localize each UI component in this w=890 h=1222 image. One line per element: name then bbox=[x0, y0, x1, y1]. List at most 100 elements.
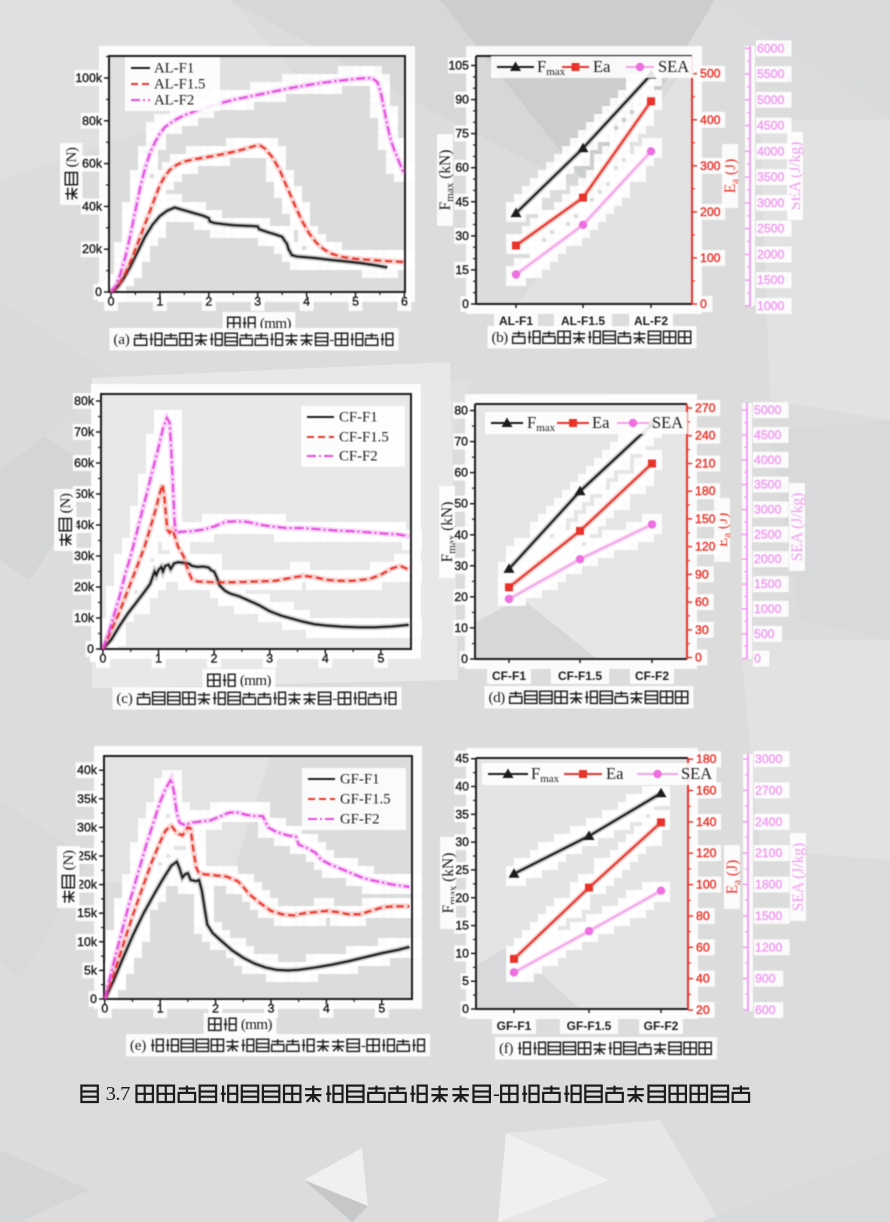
svg-text:80: 80 bbox=[696, 909, 710, 923]
svg-text:5k: 5k bbox=[84, 963, 98, 977]
svg-text:300: 300 bbox=[700, 159, 721, 173]
svg-text:(f): (f) bbox=[499, 1040, 517, 1057]
svg-text:1000: 1000 bbox=[754, 602, 782, 616]
svg-text:600: 600 bbox=[755, 1003, 776, 1017]
svg-text:140: 140 bbox=[696, 815, 717, 829]
svg-text:40: 40 bbox=[454, 528, 468, 542]
svg-text:3500: 3500 bbox=[754, 478, 782, 492]
svg-text:60: 60 bbox=[455, 161, 469, 175]
svg-text:2100: 2100 bbox=[755, 846, 783, 860]
svg-text:900: 900 bbox=[755, 972, 776, 986]
svg-text:20: 20 bbox=[454, 590, 468, 604]
svg-text:2: 2 bbox=[205, 295, 212, 309]
svg-text:CF-F2: CF-F2 bbox=[339, 449, 378, 465]
svg-text:70k: 70k bbox=[74, 425, 95, 439]
svg-text:30: 30 bbox=[695, 623, 709, 637]
svg-text:-: - bbox=[332, 690, 337, 707]
svg-text:AL-F1.5: AL-F1.5 bbox=[561, 314, 605, 328]
svg-text:Ea (J): Ea (J) bbox=[722, 159, 741, 194]
svg-text:5500: 5500 bbox=[757, 67, 785, 81]
svg-text:210: 210 bbox=[695, 457, 716, 471]
svg-text:(mm): (mm) bbox=[237, 672, 272, 689]
svg-text:GF-F1: GF-F1 bbox=[497, 1019, 532, 1033]
svg-text:30: 30 bbox=[455, 835, 469, 849]
svg-text:80k: 80k bbox=[82, 114, 103, 128]
svg-text:AL-F2: AL-F2 bbox=[634, 314, 668, 328]
svg-text:500: 500 bbox=[700, 67, 721, 81]
svg-text:(e): (e) bbox=[130, 1037, 150, 1054]
svg-text:50: 50 bbox=[454, 497, 468, 511]
svg-text:70: 70 bbox=[454, 435, 468, 449]
svg-text:1500: 1500 bbox=[754, 577, 782, 591]
svg-text:40: 40 bbox=[455, 780, 469, 794]
svg-text:105: 105 bbox=[448, 59, 469, 73]
svg-text:6: 6 bbox=[401, 295, 408, 309]
svg-text:0: 0 bbox=[108, 295, 115, 309]
svg-text:4500: 4500 bbox=[754, 428, 782, 442]
svg-text:3000: 3000 bbox=[755, 752, 783, 766]
svg-text:200: 200 bbox=[700, 205, 721, 219]
svg-text:0: 0 bbox=[99, 652, 106, 666]
svg-text:90: 90 bbox=[695, 567, 709, 581]
svg-text:1500: 1500 bbox=[757, 273, 785, 287]
svg-text:75: 75 bbox=[455, 127, 469, 141]
svg-text:GF-F1.5: GF-F1.5 bbox=[340, 792, 391, 808]
svg-text:3.7: 3.7 bbox=[101, 1083, 135, 1105]
svg-text:20: 20 bbox=[455, 891, 469, 905]
svg-text:0: 0 bbox=[462, 1002, 469, 1016]
svg-text:4500: 4500 bbox=[757, 119, 785, 133]
svg-text:40k: 40k bbox=[74, 518, 95, 532]
svg-text:45: 45 bbox=[455, 752, 469, 766]
svg-text:4: 4 bbox=[323, 1002, 330, 1016]
svg-text:Ea: Ea bbox=[593, 57, 611, 76]
svg-text:10: 10 bbox=[454, 621, 468, 635]
svg-text:CF-F1.5: CF-F1.5 bbox=[339, 430, 389, 446]
svg-text:120: 120 bbox=[696, 846, 717, 860]
svg-text:100k: 100k bbox=[75, 71, 103, 85]
svg-text:2: 2 bbox=[211, 652, 218, 666]
svg-text:15: 15 bbox=[455, 263, 469, 277]
svg-text:2700: 2700 bbox=[755, 783, 783, 797]
svg-text:40: 40 bbox=[696, 972, 710, 986]
svg-text:AL-F1.5: AL-F1.5 bbox=[154, 77, 205, 93]
svg-text:3: 3 bbox=[254, 295, 261, 309]
svg-text:0: 0 bbox=[462, 297, 469, 311]
svg-text:SEA (J/kg): SEA (J/kg) bbox=[789, 493, 806, 561]
svg-text:3: 3 bbox=[268, 1002, 275, 1016]
svg-text:(c): (c) bbox=[116, 690, 136, 707]
svg-text:2000: 2000 bbox=[754, 552, 782, 566]
svg-text:GF-F2: GF-F2 bbox=[340, 812, 379, 828]
svg-text:1200: 1200 bbox=[755, 940, 783, 954]
svg-text:20k: 20k bbox=[77, 878, 98, 892]
svg-text:SEA: SEA bbox=[658, 57, 689, 76]
svg-text:40k: 40k bbox=[77, 763, 98, 777]
svg-text:(a): (a) bbox=[113, 331, 133, 348]
svg-text:160: 160 bbox=[696, 784, 717, 798]
svg-text:10: 10 bbox=[455, 946, 469, 960]
svg-text:(mm): (mm) bbox=[238, 1016, 273, 1033]
svg-text:0: 0 bbox=[95, 285, 102, 299]
svg-text:180: 180 bbox=[696, 752, 717, 766]
svg-text:4000: 4000 bbox=[754, 453, 782, 467]
svg-text:60k: 60k bbox=[74, 456, 95, 470]
svg-text:5: 5 bbox=[377, 652, 384, 666]
svg-text:270: 270 bbox=[695, 401, 716, 415]
svg-text:40k: 40k bbox=[82, 199, 103, 213]
svg-text:4000: 4000 bbox=[757, 144, 785, 158]
svg-text:1000: 1000 bbox=[757, 299, 785, 313]
svg-text:25k: 25k bbox=[77, 849, 98, 863]
svg-text:Ea (J): Ea (J) bbox=[724, 860, 743, 895]
svg-text:5: 5 bbox=[378, 1002, 385, 1016]
svg-text:-: - bbox=[361, 1037, 366, 1054]
svg-text:1: 1 bbox=[156, 295, 163, 309]
svg-text:6000: 6000 bbox=[757, 41, 785, 55]
svg-text:1800: 1800 bbox=[755, 878, 783, 892]
svg-text:25: 25 bbox=[455, 863, 469, 877]
svg-text:20k: 20k bbox=[74, 580, 95, 594]
svg-text:100: 100 bbox=[700, 251, 721, 265]
svg-text:1: 1 bbox=[155, 652, 162, 666]
svg-text:2500: 2500 bbox=[754, 527, 782, 541]
svg-text:30k: 30k bbox=[74, 549, 95, 563]
svg-text:15: 15 bbox=[455, 919, 469, 933]
svg-text:-: - bbox=[493, 1083, 500, 1105]
